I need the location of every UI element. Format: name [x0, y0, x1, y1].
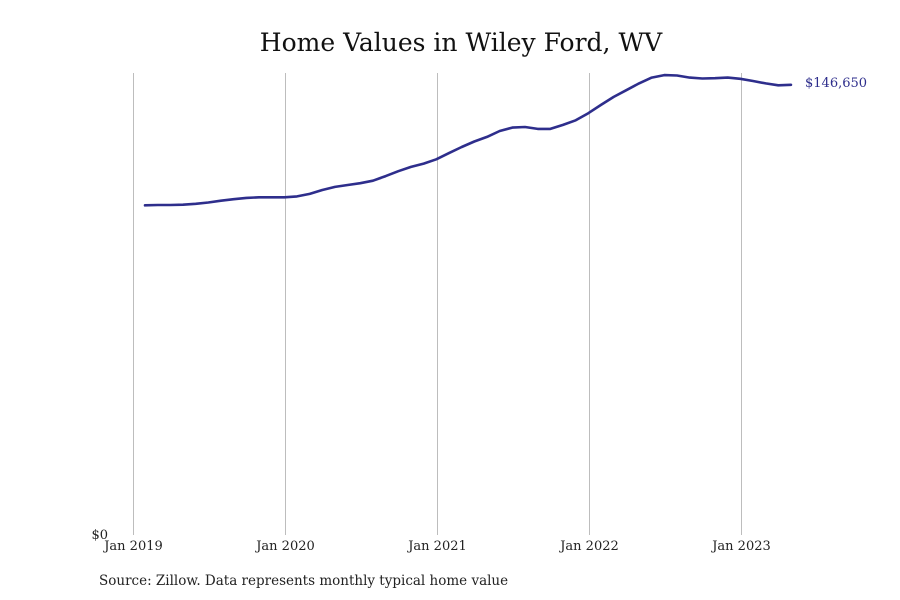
source-note: Source: Zillow. Data represents monthly …	[99, 573, 508, 589]
axis-ticks: Jan 2019 Jan 2020 Jan 2021 Jan 2022 Jan 2023…	[91, 528, 770, 554]
x-tick-label: Jan 2019	[102, 539, 163, 554]
series-line-group: $146,650	[143, 73, 867, 207]
x-tick-label: Jan 2021	[406, 539, 467, 554]
home-value-line	[143, 73, 793, 207]
x-tick-label: Jan 2022	[558, 539, 619, 554]
y-tick-label: $0	[91, 528, 108, 543]
x-tick-label: Jan 2023	[710, 539, 771, 554]
x-tick-label: Jan 2020	[254, 539, 315, 554]
chart-title: Home Values in Wiley Ford, WV	[260, 28, 663, 57]
gridlines	[133, 73, 742, 535]
end-value-label: $146,650	[805, 76, 867, 91]
